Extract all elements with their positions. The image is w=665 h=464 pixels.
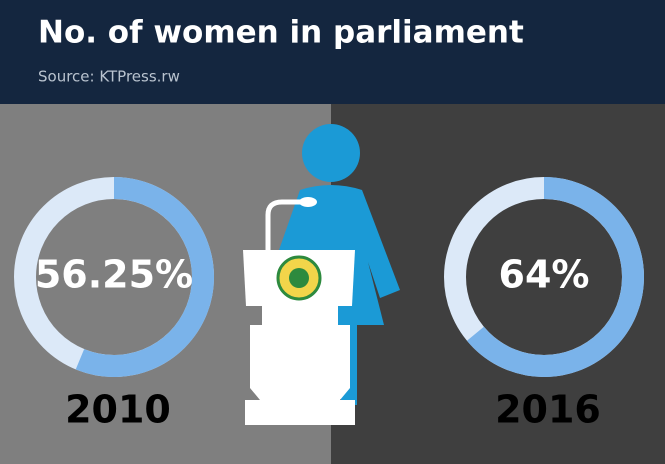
year-label: 2010 bbox=[65, 388, 171, 432]
chart-title: No. of women in parliament bbox=[38, 15, 524, 51]
donut-arc bbox=[75, 177, 214, 377]
header-band bbox=[0, 0, 665, 104]
chart-subtitle: Source: KTPress.rw bbox=[38, 68, 180, 86]
donut-arc bbox=[466, 177, 644, 377]
value-label: 56.25% bbox=[35, 253, 193, 297]
podium bbox=[243, 197, 355, 425]
year-label: 2016 bbox=[495, 388, 601, 432]
value-label: 64% bbox=[499, 253, 590, 297]
